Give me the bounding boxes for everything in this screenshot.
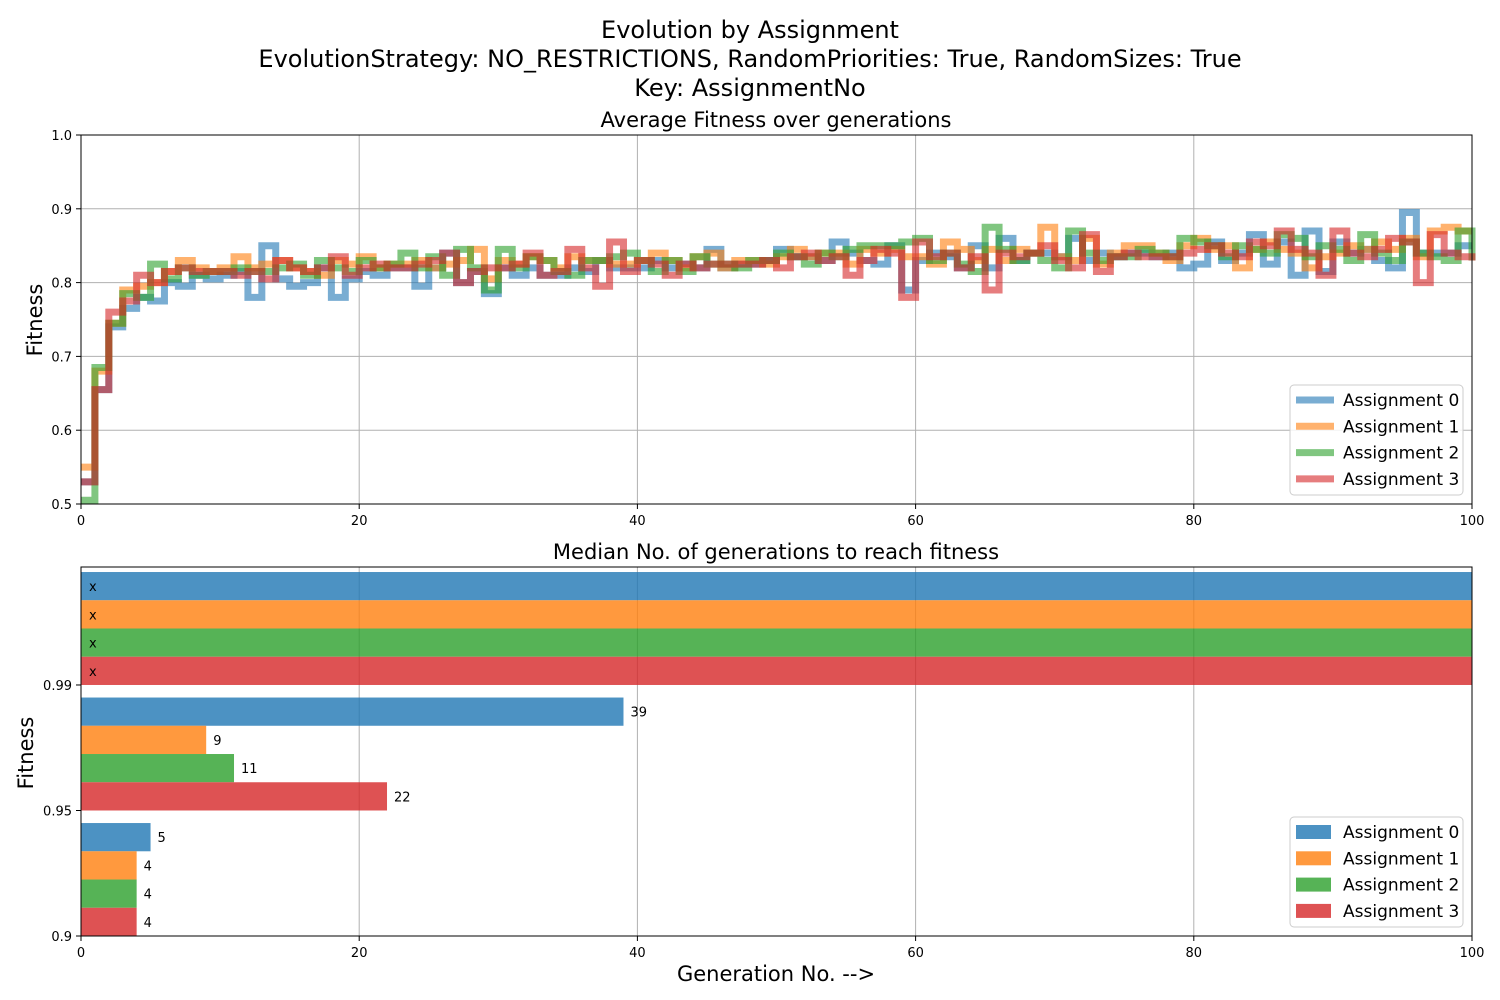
top-axes-frame <box>80 134 1473 505</box>
top-x-tick-label: 0 <box>77 514 85 529</box>
top-legend-label: Assignment 3 <box>1343 470 1459 490</box>
top-legend-box <box>1289 384 1464 496</box>
bar-assignment-0 <box>81 697 624 726</box>
figure-title-line-2: EvolutionStrategy: NO_RESTRICTIONS, Rand… <box>258 45 1241 73</box>
top-legend-label: Assignment 2 <box>1343 444 1459 464</box>
top-x-ticks: 0 20 40 60 80 100 <box>77 504 1485 529</box>
bar-assignment-3 <box>81 656 1472 685</box>
bottom-legend-label: Assignment 2 <box>1343 876 1459 896</box>
top-y-tick-label: 0.7 <box>51 350 72 365</box>
bottom-xlabel: Generation No. --> <box>677 962 875 986</box>
bar-value-label: 5 <box>158 831 166 846</box>
bottom-x-tick-label: 100 <box>1460 946 1485 961</box>
bottom-y-tick-label: 0.95 <box>43 804 72 819</box>
bar-assignment-1 <box>81 725 207 755</box>
bottom-legend-swatch <box>1296 877 1331 892</box>
bottom-legend-swatch <box>1296 851 1331 866</box>
top-y-tick-label: 0.6 <box>51 424 72 439</box>
bottom-legend-label: Assignment 1 <box>1343 849 1459 869</box>
figure-title-line-1: Evolution by Assignment <box>601 16 899 44</box>
bar-assignment-1 <box>81 851 137 880</box>
bottom-x-tick-label: 60 <box>907 946 924 961</box>
bar-assignment-2 <box>81 879 137 908</box>
figure-title-line-3: Key: AssignmentNo <box>634 74 865 102</box>
bar-assignment-0 <box>81 572 1472 601</box>
bottom-y-tick-label: 0.9 <box>51 930 72 945</box>
bottom-legend-label: Assignment 3 <box>1343 902 1459 922</box>
bottom-x-tick-label: 0 <box>77 946 85 961</box>
bottom-subplot-title: Median No. of generations to reach fitne… <box>553 540 999 564</box>
top-x-tick-label: 40 <box>629 514 646 529</box>
bar-assignment-1 <box>81 600 1472 629</box>
bar-assignment-2 <box>81 628 1472 657</box>
bottom-axes-frame <box>80 566 1473 937</box>
bar-value-label: 4 <box>144 916 152 931</box>
bar-assignment-0 <box>81 823 151 852</box>
bottom-subplot: Median No. of generations to reach fitne… <box>14 540 1484 986</box>
top-legend-label: Assignment 0 <box>1343 391 1459 411</box>
bar-value-label: x <box>89 665 97 680</box>
series-line-assignment-3 <box>81 227 1476 486</box>
top-subplot: Average Fitness over generations 0 20 40 60… <box>23 108 1484 529</box>
bar-assignment-2 <box>81 754 235 783</box>
bottom-legend-swatch <box>1296 903 1331 918</box>
top-y-tick-label: 0.5 <box>51 498 72 513</box>
bottom-legend-swatch <box>1296 825 1331 839</box>
top-y-tick-label: 1.0 <box>51 129 72 144</box>
bottom-legend-label: Assignment 0 <box>1343 823 1459 843</box>
bar-value-label: 4 <box>144 888 152 903</box>
bar-value-label: x <box>89 580 97 595</box>
bottom-legend-box <box>1289 816 1464 928</box>
top-x-tick-label: 60 <box>907 514 924 529</box>
bottom-x-tick-label: 20 <box>351 946 368 961</box>
top-y-tick-label: 0.8 <box>51 277 72 292</box>
top-x-tick-label: 80 <box>1186 514 1203 529</box>
top-y-tick-label: 0.9 <box>51 203 72 218</box>
top-y-ticks: 0.5 0.6 0.7 0.8 0.9 1.0 <box>51 129 81 513</box>
bar-value-label: 9 <box>213 734 221 749</box>
bar-value-label: x <box>89 637 97 652</box>
bottom-y-tick-label: 0.99 <box>43 679 72 694</box>
bottom-ylabel: Fitness <box>14 717 38 790</box>
bar-value-label: 4 <box>144 859 152 874</box>
bottom-x-ticks: 0 20 40 60 80 100 <box>77 936 1485 961</box>
bar-value-label: 11 <box>241 762 258 777</box>
top-legend: Assignment 0 Assignment 1 Assignment 2 Assi… <box>1289 384 1464 496</box>
top-x-tick-label: 100 <box>1460 514 1485 529</box>
top-lines <box>81 208 1476 504</box>
bottom-x-tick-label: 40 <box>629 946 646 961</box>
bar-assignment-3 <box>81 907 137 936</box>
top-x-tick-label: 20 <box>351 514 368 529</box>
bar-value-label: 39 <box>630 706 647 721</box>
bottom-legend: Assignment 0 Assignment 1 Assignment 2 Assi… <box>1289 816 1464 928</box>
bottom-y-ticks: 0.9 0.95 0.99 <box>43 679 81 945</box>
bar-value-label: 22 <box>394 790 411 805</box>
top-ylabel: Fitness <box>23 284 47 357</box>
bar-value-label: x <box>89 608 97 623</box>
top-legend-label: Assignment 1 <box>1343 417 1459 437</box>
bottom-bars <box>81 572 1472 936</box>
bar-assignment-3 <box>81 782 388 811</box>
bottom-x-tick-label: 80 <box>1186 946 1203 961</box>
top-subplot-title: Average Fitness over generations <box>601 108 952 132</box>
